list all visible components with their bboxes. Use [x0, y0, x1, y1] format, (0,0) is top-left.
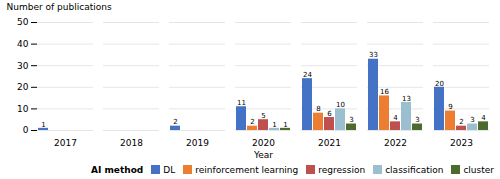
svg-text:8: 8: [316, 105, 320, 113]
svg-text:Year: Year: [253, 150, 273, 160]
svg-text:2018: 2018: [120, 138, 143, 148]
svg-text:2: 2: [459, 118, 463, 126]
svg-text:2: 2: [173, 118, 177, 126]
svg-text:50: 50: [17, 17, 29, 27]
html-text:classification: classification: [385, 164, 444, 175]
svg-text:16: 16: [380, 88, 389, 96]
html-text:AI method: AI method: [91, 164, 144, 175]
svg-text:40: 40: [17, 39, 29, 49]
svg-text:20: 20: [435, 80, 444, 88]
svg-text:Number of publications: Number of publications: [7, 2, 112, 12]
svg-text:4: 4: [393, 114, 398, 122]
svg-text:20: 20: [17, 82, 29, 92]
svg-text:11: 11: [237, 99, 246, 107]
svg-text:2023: 2023: [450, 138, 473, 148]
svg-text:1: 1: [283, 121, 287, 129]
svg-text:10: 10: [17, 104, 29, 114]
svg-text:2022: 2022: [384, 138, 407, 148]
svg-text:2021: 2021: [318, 138, 341, 148]
svg-text:0: 0: [23, 125, 29, 135]
html-text:cluster: cluster: [463, 164, 494, 175]
html-text:regression: regression: [318, 164, 366, 175]
svg-text:3: 3: [349, 116, 353, 124]
svg-text:2017: 2017: [54, 138, 77, 148]
svg-text:3: 3: [415, 116, 419, 124]
svg-text:10: 10: [336, 101, 345, 109]
svg-text:30: 30: [17, 61, 29, 71]
svg-text:1: 1: [41, 121, 45, 129]
svg-text:13: 13: [402, 95, 411, 103]
html-text:reinforcement learning: reinforcement learning: [195, 164, 299, 175]
svg-text:5: 5: [261, 112, 265, 120]
svg-text:1: 1: [272, 121, 276, 129]
svg-text:2020: 2020: [252, 138, 275, 148]
svg-text:6: 6: [327, 110, 332, 118]
svg-text:2: 2: [250, 118, 254, 126]
svg-text:9: 9: [448, 103, 452, 111]
html-text:DL: DL: [163, 164, 176, 175]
svg-text:3: 3: [470, 116, 474, 124]
svg-text:2019: 2019: [186, 138, 209, 148]
svg-text:33: 33: [369, 51, 378, 59]
svg-text:24: 24: [303, 71, 312, 79]
svg-text:4: 4: [481, 114, 486, 122]
